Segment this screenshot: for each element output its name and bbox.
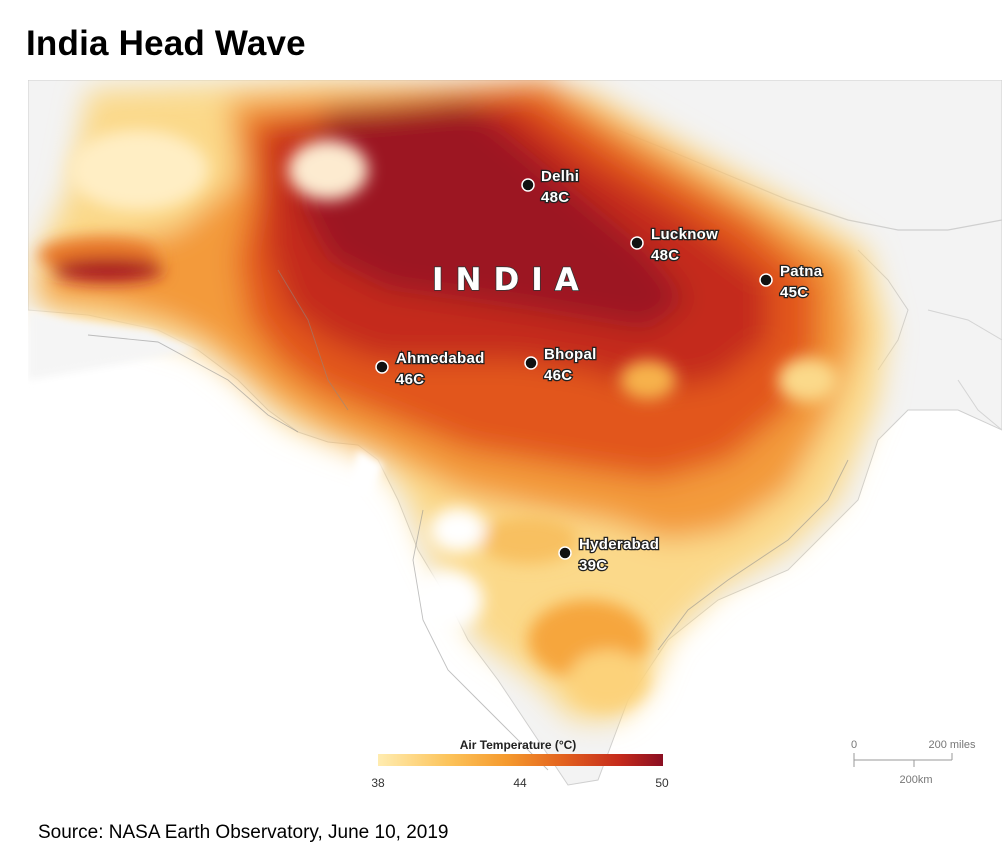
- city-hyderabad: Hyderabad 39C: [558, 535, 660, 575]
- city-temp: 46C: [396, 371, 424, 388]
- city-marker: [558, 546, 572, 560]
- city-name: Lucknow: [651, 226, 718, 243]
- scale-zero-label: 0: [851, 739, 857, 751]
- city-ahmedabad: Ahmedabad 46C: [375, 349, 486, 389]
- city-marker: [759, 273, 773, 287]
- city-name: Ahmedabad: [396, 350, 485, 367]
- city-name: Hyderabad: [579, 536, 659, 553]
- legend-tick-max: 50: [655, 776, 669, 790]
- scale-bar: 0 200 miles 200km: [851, 739, 976, 786]
- city-patna: Patna 45C: [759, 262, 824, 302]
- city-name: Delhi: [541, 168, 579, 185]
- source-caption: Source: NASA Earth Observatory, June 10,…: [38, 822, 449, 843]
- city-name: Patna: [780, 263, 823, 280]
- temperature-legend: Air Temperature (°C) 38 44 50: [371, 738, 669, 790]
- city-marker: [630, 236, 644, 250]
- legend-tick-min: 38: [371, 776, 385, 790]
- city-name: Bhopal: [544, 346, 597, 363]
- legend-color-bar: [378, 754, 663, 766]
- scale-km-label: 200km: [899, 774, 932, 786]
- boundary-lines: [87, 269, 849, 771]
- city-temp: 39C: [579, 557, 607, 574]
- city-temp: 45C: [780, 284, 808, 301]
- scale-miles-label: 200 miles: [928, 739, 976, 751]
- heat-map: INDIA Delhi 48C Lucknow 48C Patna 45C Ah…: [28, 80, 1002, 798]
- city-marker: [524, 356, 538, 370]
- city-temp: 48C: [651, 247, 679, 264]
- city-delhi: Delhi 48C: [521, 167, 580, 207]
- legend-title: Air Temperature (°C): [460, 738, 577, 752]
- city-bhopal: Bhopal 46C: [524, 345, 598, 385]
- city-temp: 48C: [541, 189, 569, 206]
- scale-line: [853, 753, 953, 767]
- page-title: India Head Wave: [26, 24, 306, 63]
- country-label: INDIA: [432, 262, 591, 298]
- city-marker: [375, 360, 389, 374]
- heat-layer: [28, 80, 888, 720]
- city-temp: 46C: [544, 367, 572, 384]
- city-lucknow: Lucknow 48C: [630, 225, 719, 265]
- city-marker: [521, 178, 535, 192]
- legend-tick-mid: 44: [513, 776, 527, 790]
